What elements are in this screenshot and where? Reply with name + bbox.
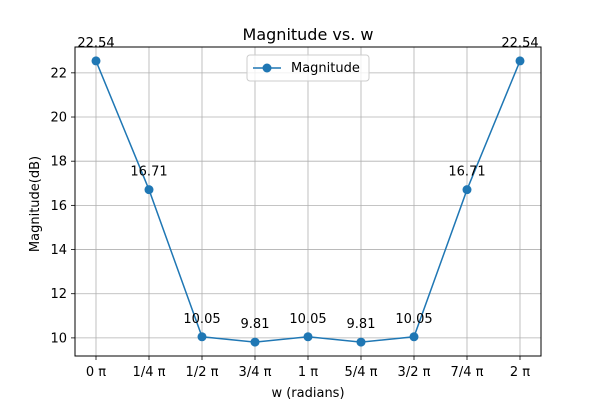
data-label: 22.54	[77, 36, 114, 51]
data-point-marker	[409, 332, 419, 342]
x-tick-label: 1/4 π	[133, 365, 166, 380]
x-tick-label: 7/4 π	[451, 365, 484, 380]
x-tick-label: 1/2 π	[186, 365, 219, 380]
x-tick-label: 0 π	[86, 365, 106, 380]
data-point-marker	[515, 56, 525, 66]
x-tick-label: 3/4 π	[239, 365, 272, 380]
y-tick-label: 10	[50, 331, 67, 346]
data-point-marker	[197, 332, 207, 342]
legend-marker-sample	[262, 63, 272, 73]
y-tick-label: 22	[50, 66, 67, 81]
y-axis-label: Magnitude(dB)	[28, 156, 43, 252]
legend-entry-magnitude: Magnitude	[291, 61, 360, 76]
data-point-marker	[91, 56, 101, 66]
y-tick-label: 20	[50, 111, 67, 126]
series-marker-layer	[91, 56, 525, 347]
x-axis-label: w (radians)	[271, 386, 344, 400]
data-label: 9.81	[241, 317, 270, 332]
data-point-marker	[144, 185, 154, 195]
data-label: 22.54	[501, 36, 538, 51]
y-tick-layer: 10 12 14 16 18 20 22	[50, 66, 75, 346]
x-tick-label: 2 π	[510, 365, 530, 380]
data-point-marker	[356, 337, 366, 347]
data-label: 9.81	[347, 317, 376, 332]
data-point-marker	[250, 337, 260, 347]
legend-box	[246, 54, 370, 82]
x-tick-label: 3/2 π	[398, 365, 431, 380]
data-point-marker	[303, 332, 313, 342]
x-tick-label: 1 π	[298, 365, 318, 380]
data-label: 10.05	[289, 312, 326, 327]
legend: Magnitude	[246, 54, 370, 82]
data-label: 16.71	[130, 165, 167, 180]
data-point-marker	[462, 185, 472, 195]
y-tick-label: 18	[50, 155, 67, 170]
x-tick-label: 5/4 π	[345, 365, 378, 380]
data-label: 10.05	[183, 312, 220, 327]
y-tick-label: 12	[50, 287, 67, 302]
y-tick-label: 14	[50, 243, 67, 258]
x-tick-layer: 0 π 1/4 π 1/2 π 3/4 π 1 π 5/4 π 3/2 π 7/4 π 2 π	[86, 356, 530, 380]
data-label: 16.71	[448, 165, 485, 180]
chart-title: Magnitude vs. w	[243, 25, 374, 44]
y-tick-label: 16	[50, 199, 67, 214]
data-label: 10.05	[395, 312, 432, 327]
